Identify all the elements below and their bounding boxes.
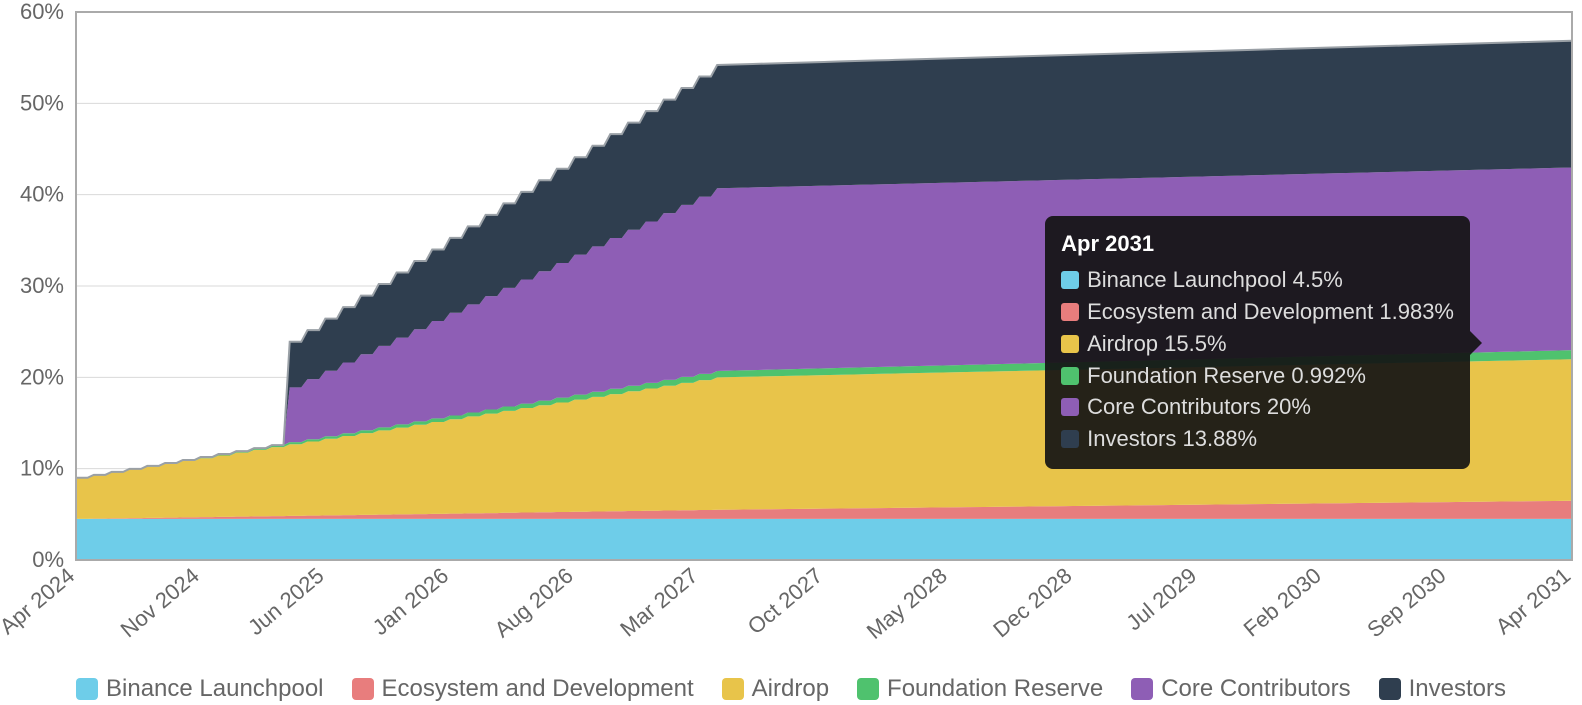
tooltip-row-eco: Ecosystem and Development 1.983% [1061, 296, 1454, 328]
tooltip-row-core: Core Contributors 20% [1061, 391, 1454, 423]
y-tick-label: 10% [20, 456, 64, 481]
legend-item-airdrop[interactable]: Airdrop [722, 675, 829, 703]
legend-swatch [857, 678, 879, 700]
legend-label: Investors [1409, 675, 1506, 703]
tooltip-text: Airdrop 15.5% [1087, 328, 1226, 360]
tooltip-row-inv: Investors 13.88% [1061, 423, 1454, 455]
legend-swatch [1131, 678, 1153, 700]
tooltip-row-binance: Binance Launchpool 4.5% [1061, 264, 1454, 296]
tooltip-text: Ecosystem and Development 1.983% [1087, 296, 1454, 328]
x-tick-label: Dec 2028 [988, 563, 1076, 640]
tooltip-swatch [1061, 430, 1079, 448]
x-tick-label: Nov 2024 [116, 563, 204, 640]
area-binance [76, 519, 1572, 560]
x-tick-label: Mar 2027 [615, 563, 702, 640]
y-tick-label: 40% [20, 182, 64, 207]
chart-legend: Binance Launchpool Ecosystem and Developm… [0, 675, 1582, 703]
tooltip-swatch [1061, 398, 1079, 416]
tooltip-swatch [1061, 335, 1079, 353]
x-tick-label: Apr 2031 [1491, 563, 1575, 640]
x-tick-label: Sep 2030 [1362, 563, 1450, 640]
tooltip-row-reserve: Foundation Reserve 0.992% [1061, 360, 1454, 392]
x-tick-label: Jul 2029 [1121, 563, 1201, 636]
tooltip-row-airdrop: Airdrop 15.5% [1061, 328, 1454, 360]
x-tick-label: May 2028 [862, 563, 952, 640]
y-tick-label: 60% [20, 0, 64, 24]
legend-item-core[interactable]: Core Contributors [1131, 675, 1350, 703]
legend-item-reserve[interactable]: Foundation Reserve [857, 675, 1103, 703]
legend-swatch [76, 678, 98, 700]
legend-swatch [352, 678, 374, 700]
legend-label: Core Contributors [1161, 675, 1350, 703]
legend-item-inv[interactable]: Investors [1379, 675, 1506, 703]
x-tick-label: Oct 2027 [743, 563, 827, 640]
tooltip-text: Binance Launchpool 4.5% [1087, 264, 1343, 296]
chart-tooltip: Apr 2031 Binance Launchpool 4.5%Ecosyste… [1045, 216, 1470, 469]
tooltip-swatch [1061, 367, 1079, 385]
x-tick-label: Aug 2026 [490, 563, 578, 640]
legend-label: Foundation Reserve [887, 675, 1103, 703]
x-tick-label: Jan 2026 [368, 563, 453, 640]
y-tick-label: 30% [20, 273, 64, 298]
tooltip-text: Foundation Reserve 0.992% [1087, 360, 1366, 392]
legend-item-binance[interactable]: Binance Launchpool [76, 675, 324, 703]
token-release-chart: 0%10%20%30%40%50%60%Apr 2024Nov 2024Jun … [0, 0, 1582, 705]
x-tick-label: Jun 2025 [243, 563, 328, 640]
x-tick-label: Feb 2030 [1239, 563, 1326, 640]
legend-label: Airdrop [752, 675, 829, 703]
tooltip-text: Investors 13.88% [1087, 423, 1257, 455]
x-tick-label: Apr 2024 [0, 563, 79, 640]
legend-label: Ecosystem and Development [382, 675, 694, 703]
y-tick-label: 20% [20, 364, 64, 389]
legend-swatch [722, 678, 744, 700]
tooltip-swatch [1061, 303, 1079, 321]
tooltip-text: Core Contributors 20% [1087, 391, 1311, 423]
legend-item-eco[interactable]: Ecosystem and Development [352, 675, 694, 703]
legend-label: Binance Launchpool [106, 675, 324, 703]
y-tick-label: 50% [20, 90, 64, 115]
legend-swatch [1379, 678, 1401, 700]
tooltip-swatch [1061, 271, 1079, 289]
tooltip-title: Apr 2031 [1061, 228, 1454, 260]
